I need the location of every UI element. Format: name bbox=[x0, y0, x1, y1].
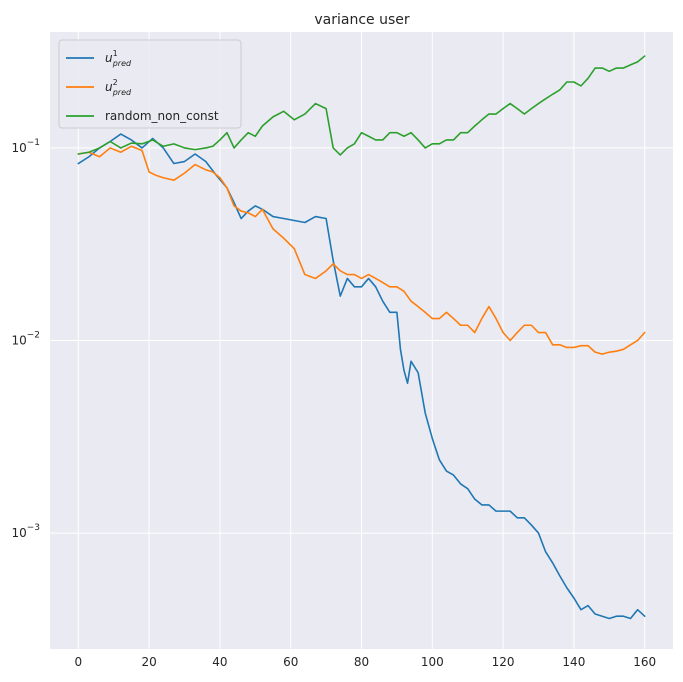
y-tick-exponent: −3 bbox=[27, 523, 40, 533]
x-tick-label: 120 bbox=[492, 655, 515, 669]
x-tick-label: 40 bbox=[212, 655, 227, 669]
legend-label-sup: 1 bbox=[113, 49, 118, 58]
y-tick-base: 10 bbox=[11, 334, 26, 348]
x-tick-label: 60 bbox=[283, 655, 298, 669]
legend-label-main: u bbox=[105, 80, 113, 94]
y-tick-base: 10 bbox=[11, 526, 26, 540]
legend-label-3: random_non_const bbox=[105, 109, 219, 123]
legend-label-1: u1 pred bbox=[105, 49, 132, 68]
x-tick-label: 160 bbox=[633, 655, 656, 669]
y-tick-exponent: −1 bbox=[27, 138, 40, 148]
chart-title: variance user bbox=[314, 12, 410, 28]
x-tick-label: 100 bbox=[421, 655, 444, 669]
series-line-3 bbox=[77, 55, 646, 156]
x-tick-label: 80 bbox=[354, 655, 369, 669]
series-lines bbox=[77, 55, 646, 620]
y-tick-label: 10−2 bbox=[11, 331, 40, 348]
grid-lines bbox=[50, 32, 673, 649]
legend-label-sub: pred bbox=[112, 88, 132, 97]
y-tick-label: 10−1 bbox=[11, 138, 40, 155]
x-tick-label: 0 bbox=[74, 655, 82, 669]
y-tick-base: 10 bbox=[11, 141, 26, 155]
y-tick-labels: 10−110−210−3 bbox=[11, 138, 40, 540]
legend-label-sub: pred bbox=[112, 59, 132, 68]
x-tick-label: 20 bbox=[141, 655, 156, 669]
legend-box bbox=[58, 39, 242, 129]
legend-label-2: u2 pred bbox=[105, 78, 132, 97]
series-line-2 bbox=[77, 145, 646, 355]
x-tick-label: 140 bbox=[562, 655, 585, 669]
x-tick-labels: 0 20 40 60 80 100 120 140 160 bbox=[74, 655, 656, 669]
series-line-1 bbox=[77, 133, 646, 620]
legend-label-main: u bbox=[105, 51, 113, 65]
y-tick-exponent: −2 bbox=[27, 331, 40, 341]
y-tick-label: 10−3 bbox=[11, 523, 40, 540]
legend-label-sup: 2 bbox=[113, 78, 118, 87]
